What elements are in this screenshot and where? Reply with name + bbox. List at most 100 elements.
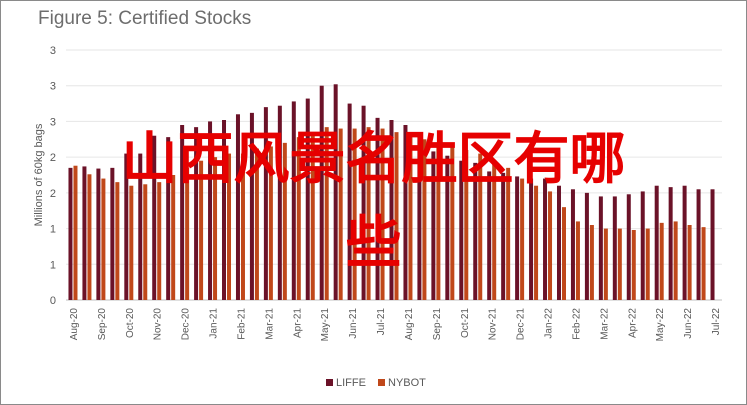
bar-liffe: [68, 167, 73, 300]
x-tick-label: Jan-21: [209, 308, 220, 339]
bar-nybot: [645, 228, 650, 300]
bar-liffe: [152, 135, 157, 300]
bar-liffe: [696, 189, 701, 300]
bar-liffe: [389, 120, 394, 300]
x-tick-label: Nov-21: [488, 308, 499, 341]
x-tick-label: Sep-20: [97, 308, 108, 341]
bar-nybot: [422, 139, 427, 300]
x-tick-label: Aug-21: [404, 308, 415, 341]
x-tick-label: Mar-21: [264, 308, 275, 340]
x-tick-label: Jun-21: [348, 308, 359, 339]
bar-liffe: [543, 178, 548, 300]
bar-nybot: [157, 182, 162, 300]
bar-nybot: [115, 182, 120, 300]
bar-liffe: [570, 189, 575, 300]
bar-nybot: [199, 160, 204, 300]
x-tick-label: Oct-21: [460, 308, 471, 338]
bar-nybot: [534, 185, 539, 300]
bar-liffe: [166, 137, 171, 300]
x-tick-label: Dec-20: [181, 308, 192, 341]
bar-nybot: [254, 148, 259, 300]
bar-liffe: [82, 166, 87, 300]
bar-liffe: [487, 171, 492, 300]
bar-nybot: [575, 221, 580, 300]
bar-nybot: [464, 150, 469, 300]
bar-nybot: [548, 191, 553, 300]
bar-nybot: [492, 164, 497, 300]
bar-liffe: [124, 153, 129, 300]
bar-nybot: [366, 127, 371, 301]
bar-liffe: [598, 196, 603, 300]
x-tick-label: Jan-22: [544, 308, 555, 339]
x-tick-label: Jul-22: [711, 308, 722, 336]
x-tick-label: May-21: [320, 308, 331, 342]
chart-title: Figure 5: Certified Stocks: [38, 8, 252, 29]
bar-liffe: [417, 135, 422, 300]
bar-liffe: [459, 160, 464, 300]
bar-nybot: [73, 165, 78, 300]
bar-liffe: [194, 127, 199, 301]
legend-swatch: [326, 379, 333, 386]
bar-nybot: [673, 221, 678, 300]
bar-nybot: [659, 222, 664, 300]
bar-nybot: [296, 137, 301, 300]
bar-liffe: [208, 121, 213, 300]
y-tick-label: 1: [50, 259, 56, 271]
y-tick-label: 0: [50, 295, 56, 307]
bar-liffe: [249, 112, 254, 300]
legend-label: NYBOT: [388, 377, 426, 389]
bar-liffe: [277, 105, 282, 300]
bar-nybot: [603, 228, 608, 300]
bar-nybot: [561, 207, 566, 300]
y-tick-label: 2: [50, 188, 56, 200]
x-tick-label: Feb-22: [571, 308, 582, 340]
y-tick-label: 2: [50, 152, 56, 164]
x-tick-label: Oct-20: [125, 308, 136, 338]
bar-liffe: [445, 155, 450, 300]
bar-nybot: [143, 184, 148, 300]
x-tick-label: Sep-21: [432, 308, 443, 341]
bar-liffe: [612, 196, 617, 300]
bar-liffe: [682, 185, 687, 300]
overlay-line-1: 山西风景名胜区有哪: [121, 127, 626, 192]
bar-nybot: [324, 127, 329, 301]
bar-liffe: [361, 105, 366, 300]
bar-liffe: [235, 114, 240, 301]
x-tick-label: Dec-21: [516, 308, 527, 341]
bar-nybot: [129, 185, 134, 300]
bar-liffe: [96, 168, 101, 300]
bar-nybot: [213, 157, 218, 300]
bar-nybot: [506, 167, 511, 300]
x-tick-label: Mar-22: [599, 308, 610, 340]
legend-label: LIFFE: [336, 377, 366, 389]
bar-nybot: [338, 128, 343, 300]
bar-nybot: [227, 153, 232, 300]
bar-nybot: [701, 227, 706, 300]
y-tick-label: 3: [50, 116, 56, 128]
x-tick-label: May-22: [655, 308, 666, 342]
bar-liffe: [431, 151, 436, 300]
bar-nybot: [394, 132, 399, 300]
bar-liffe: [640, 191, 645, 300]
bar-liffe: [654, 185, 659, 300]
bar-liffe: [501, 172, 506, 300]
legend-swatch: [378, 379, 385, 386]
x-tick-label: Apr-22: [627, 308, 638, 338]
bar-nybot: [617, 228, 622, 300]
bar-liffe: [375, 117, 380, 300]
bar-nybot: [101, 178, 106, 300]
x-tick-label: Jun-22: [683, 308, 694, 339]
bar-nybot: [687, 225, 692, 300]
bar-liffe: [556, 185, 561, 300]
bar-liffe: [110, 167, 115, 300]
x-tick-label: Aug-20: [69, 308, 80, 341]
bar-liffe: [529, 178, 534, 300]
bar-liffe: [319, 85, 324, 300]
x-tick-label: Nov-20: [153, 308, 164, 341]
bar-nybot: [631, 230, 636, 300]
bar-nybot: [268, 146, 273, 300]
bar-nybot: [436, 142, 441, 300]
y-tick-label: 3: [50, 45, 56, 57]
bar-nybot: [520, 178, 525, 300]
